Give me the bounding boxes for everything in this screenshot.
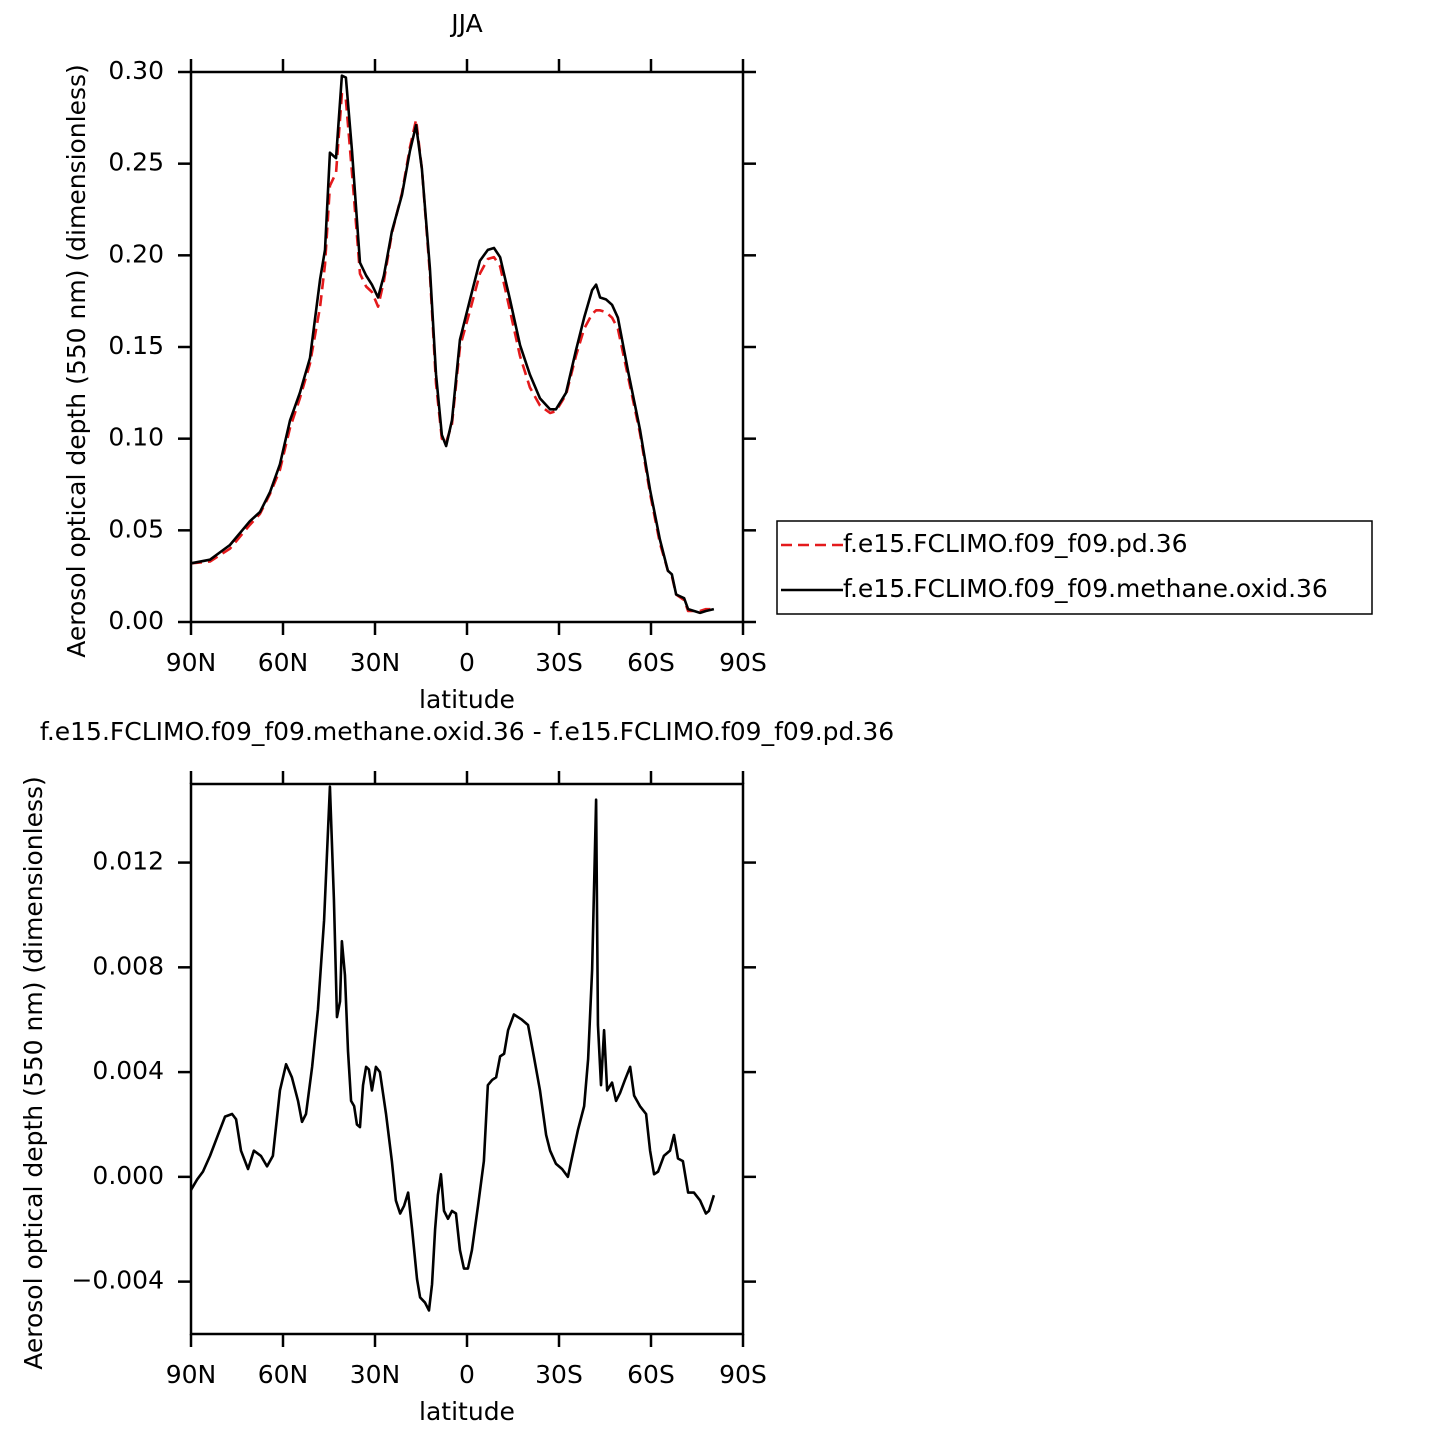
- y-tick-label: 0.05: [108, 514, 164, 543]
- data-line: [190, 92, 714, 613]
- y-tick-label: 0.00: [108, 606, 164, 635]
- y-tick-label: 0.20: [108, 239, 164, 268]
- x-tick-label: 30N: [350, 648, 401, 677]
- x-tick-label: 90S: [719, 648, 767, 677]
- x-tick-label: 90N: [166, 648, 217, 677]
- x-axis-label: latitude: [419, 1397, 515, 1426]
- x-tick-label: 90N: [166, 1360, 217, 1389]
- y-axis-label: Aerosol optical depth (550 nm) (dimensio…: [62, 64, 91, 658]
- data-line: [189, 785, 716, 1312]
- y-tick-label: −0.004: [71, 1266, 164, 1295]
- legend-label: f.e15.FCLIMO.f09_f09.pd.36: [843, 529, 1188, 558]
- y-tick-label: 0.15: [108, 331, 164, 360]
- y-tick-label: 0.004: [92, 1056, 164, 1085]
- chart-title: JJA: [449, 9, 482, 38]
- data-line: [190, 74, 715, 615]
- x-tick-label: 90S: [719, 1360, 767, 1389]
- y-tick-label: 0.10: [108, 423, 164, 452]
- chart-title: f.e15.FCLIMO.f09_f09.methane.oxid.36 - f…: [40, 717, 894, 746]
- plot-frame: [189, 70, 745, 624]
- x-axis-label: latitude: [419, 685, 515, 714]
- x-tick-label: 0: [459, 648, 475, 677]
- x-tick-label: 60S: [627, 1360, 675, 1389]
- x-tick-label: 60S: [627, 648, 675, 677]
- y-tick-label: 0.25: [108, 148, 164, 177]
- x-tick-label: 0: [459, 1360, 475, 1389]
- legend-label: f.e15.FCLIMO.f09_f09.methane.oxid.36: [843, 574, 1328, 603]
- y-tick-label: 0.008: [92, 951, 164, 980]
- x-tick-label: 30N: [350, 1360, 401, 1389]
- y-tick-label: 0.012: [92, 847, 164, 876]
- y-tick-label: 0.000: [92, 1161, 164, 1190]
- x-tick-label: 60N: [258, 648, 309, 677]
- y-tick-label: 0.30: [108, 56, 164, 85]
- y-axis-label: Aerosol optical depth (550 nm) (dimensio…: [19, 776, 48, 1370]
- x-tick-label: 30S: [535, 1360, 583, 1389]
- x-tick-label: 30S: [535, 648, 583, 677]
- legend-box: [776, 520, 1373, 615]
- plot-frame: [189, 782, 745, 1336]
- x-tick-label: 60N: [258, 1360, 309, 1389]
